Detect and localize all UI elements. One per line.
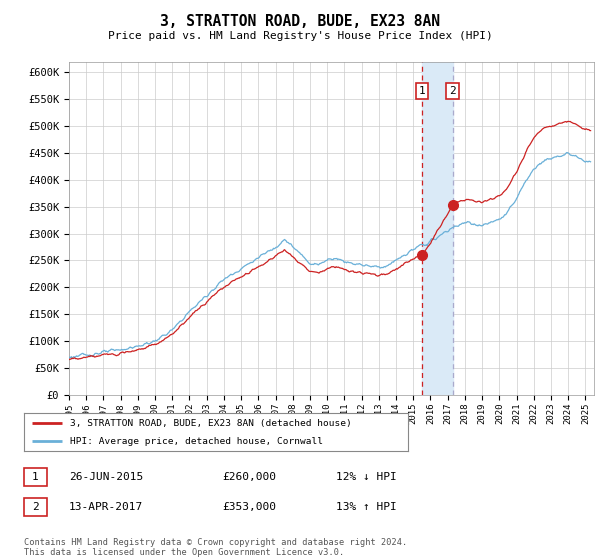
Bar <box>422 62 452 395</box>
Text: 3, STRATTON ROAD, BUDE, EX23 8AN (detached house): 3, STRATTON ROAD, BUDE, EX23 8AN (detach… <box>70 419 352 428</box>
Text: 13% ↑ HPI: 13% ↑ HPI <box>336 502 397 512</box>
Text: 2: 2 <box>449 86 456 96</box>
Text: Price paid vs. HM Land Registry's House Price Index (HPI): Price paid vs. HM Land Registry's House … <box>107 31 493 41</box>
Text: 13-APR-2017: 13-APR-2017 <box>69 502 143 512</box>
Text: HPI: Average price, detached house, Cornwall: HPI: Average price, detached house, Corn… <box>70 437 323 446</box>
Text: 1: 1 <box>32 472 39 482</box>
Text: 2: 2 <box>32 502 39 512</box>
Text: £353,000: £353,000 <box>222 502 276 512</box>
Text: 3, STRATTON ROAD, BUDE, EX23 8AN: 3, STRATTON ROAD, BUDE, EX23 8AN <box>160 14 440 29</box>
Text: £260,000: £260,000 <box>222 472 276 482</box>
Text: 12% ↓ HPI: 12% ↓ HPI <box>336 472 397 482</box>
Text: 1: 1 <box>418 86 425 96</box>
Text: Contains HM Land Registry data © Crown copyright and database right 2024.
This d: Contains HM Land Registry data © Crown c… <box>24 538 407 557</box>
Text: 26-JUN-2015: 26-JUN-2015 <box>69 472 143 482</box>
